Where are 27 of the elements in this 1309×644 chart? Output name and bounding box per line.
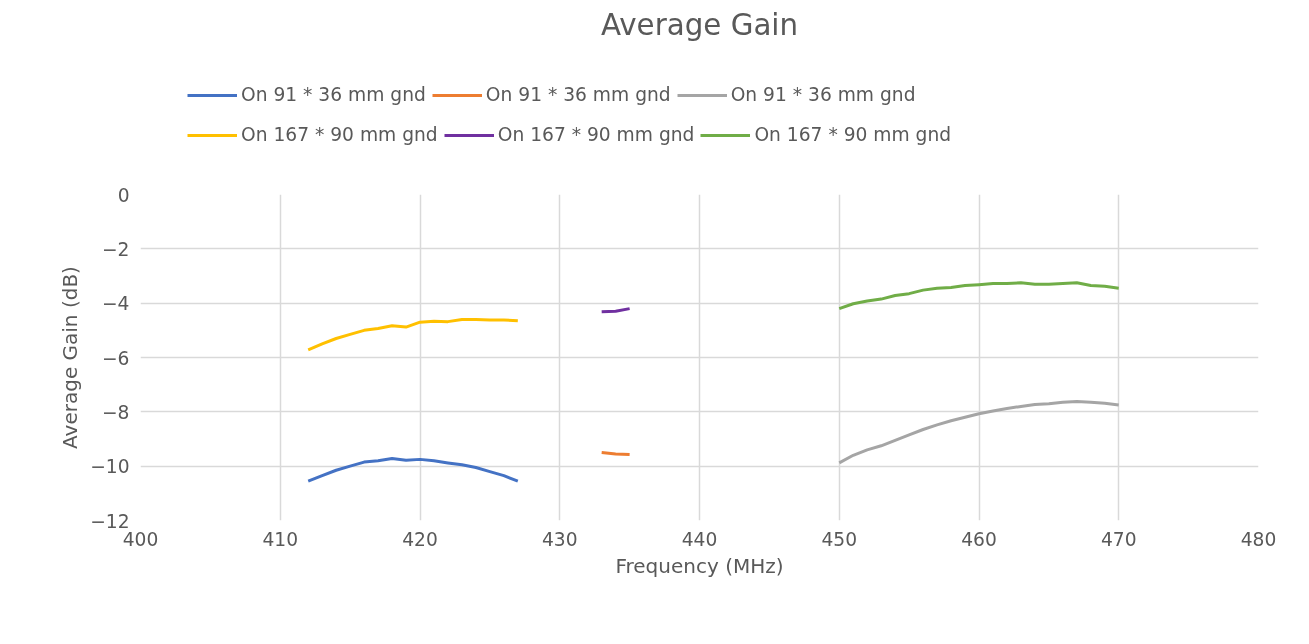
chart-title: Average Gain [600, 7, 799, 42]
y-tick-label: −6 [102, 347, 130, 369]
y-tick-label: 0 [117, 184, 130, 206]
x-tick-label: 470 [1100, 528, 1137, 550]
line-series [306, 457, 520, 483]
legend-label: On 167 * 90 mm gnd [241, 124, 438, 145]
y-tick-label: −4 [102, 293, 130, 315]
line-series [837, 400, 1121, 465]
line-series [837, 281, 1121, 311]
legend-label: On 91 * 36 mm gnd [730, 84, 916, 105]
legend-label: On 91 * 36 mm gnd [485, 84, 671, 105]
line-series [306, 317, 520, 352]
x-tick-label: 480 [1240, 528, 1277, 550]
x-tick-label: 430 [541, 528, 578, 550]
x-tick-label: 440 [681, 528, 718, 550]
y-tick-label: −2 [102, 238, 130, 260]
x-tick-label: 450 [821, 528, 858, 550]
x-tick-label: 410 [262, 528, 299, 550]
y-tick-label: −10 [90, 456, 130, 478]
legend-label: On 167 * 90 mm gnd [497, 124, 695, 145]
x-axis-title: Frequency (MHz) [615, 553, 784, 578]
x-tick-label: 420 [402, 528, 438, 550]
x-tick-label: 460 [961, 528, 997, 550]
legend-label: On 91 * 36 mm gnd [241, 84, 426, 105]
legend-label: On 167 * 90 mm gnd [754, 124, 952, 145]
y-axis-title: Average Gain (dB) [58, 266, 83, 449]
y-tick-label: −8 [102, 401, 130, 423]
